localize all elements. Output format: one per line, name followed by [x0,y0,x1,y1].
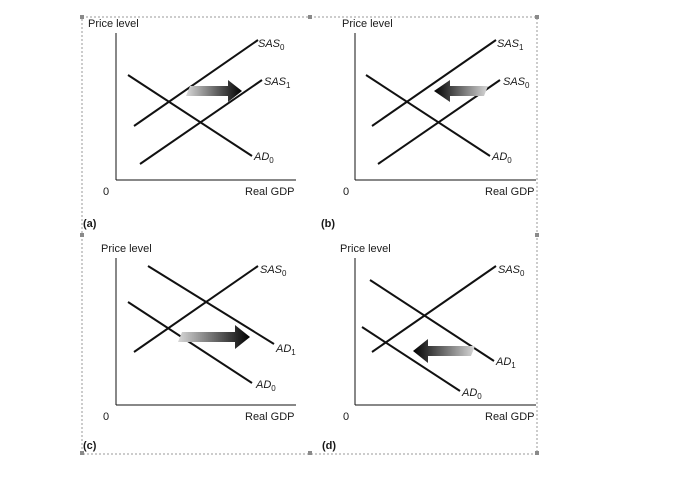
panel-d-shift-left-arrow [413,339,475,363]
resize-handle-middle-left[interactable] [80,233,84,237]
panel-c-sas0-curve [133,265,259,353]
panel-c-ad1-curve [147,265,275,345]
panel-a-shift-right-arrow [186,80,242,102]
panel-c-shift-right-arrow [178,325,250,349]
panel-c-ad0-label: AD0 [255,379,276,393]
panel-d-sas0-label: SAS0 [498,264,525,278]
resize-handle-top-left[interactable] [80,15,84,19]
panel-b-y-axis-title: Price level [342,18,393,30]
resize-handle-bottom-right[interactable] [535,451,539,455]
panel-b-x-axis-title: Real GDP [485,186,535,198]
panel-a-letter: (a) [83,218,97,230]
panel-c-sas0-label: SAS0 [260,264,287,278]
panel-d-x-axis-title: Real GDP [485,411,535,423]
panel-b-sas1-curve [371,39,497,127]
panel-c-ad1-label: AD1 [275,343,296,357]
panel-a-x-axis-title: Real GDP [245,186,295,198]
panel-b-letter: (b) [321,218,335,230]
panel-d: Price level 0 Real GDP (d) SAS0 AD1 AD0 [322,243,536,452]
panel-d-origin-label: 0 [343,411,349,423]
panel-b-origin-label: 0 [343,186,349,198]
panel-c-ad0-curve [127,301,253,384]
panel-a-ad0-curve [127,74,253,157]
panel-c-x-axis-title: Real GDP [245,411,295,423]
panel-c-letter: (c) [83,440,97,452]
panel-b-sas1-label: SAS1 [497,38,524,52]
panel-c-origin-label: 0 [103,411,109,423]
panel-b-shift-left-arrow [434,80,488,102]
resize-handle-middle-right[interactable] [535,233,539,237]
panel-d-ad1-label: AD1 [495,356,516,370]
panel-d-ad0-curve [361,326,461,392]
panel-a-sas0-curve [133,39,259,127]
selection-frame[interactable] [80,15,539,455]
panel-a-sas1-label: SAS1 [264,76,291,90]
panel-d-ad0-label: AD0 [461,387,482,401]
panel-a-sas0-label: SAS0 [258,38,285,52]
panel-a-ad0-label: AD0 [253,151,274,165]
panel-a: Price level 0 Real GDP (a) SAS0 SAS1 AD0 [83,18,296,230]
resize-handle-top-right[interactable] [535,15,539,19]
panel-d-sas0-curve [371,265,497,353]
resize-handle-bottom-left[interactable] [80,451,84,455]
panel-d-letter: (d) [322,440,336,452]
panel-b-sas0-label: SAS0 [503,76,530,90]
panel-a-y-axis-title: Price level [88,18,139,30]
resize-handle-bottom-center[interactable] [308,451,312,455]
panel-c-y-axis-title: Price level [101,243,152,255]
panel-b-ad0-curve [365,74,491,157]
resize-handle-top-center[interactable] [308,15,312,19]
panel-d-y-axis-title: Price level [340,243,391,255]
panel-b: Price level 0 Real GDP (b) SAS1 SAS0 AD0 [321,18,536,230]
panel-b-ad0-label: AD0 [491,151,512,165]
panel-c: Price level 0 Real GDP (c) SAS0 AD1 AD0 [83,243,296,452]
panel-a-origin-label: 0 [103,186,109,198]
